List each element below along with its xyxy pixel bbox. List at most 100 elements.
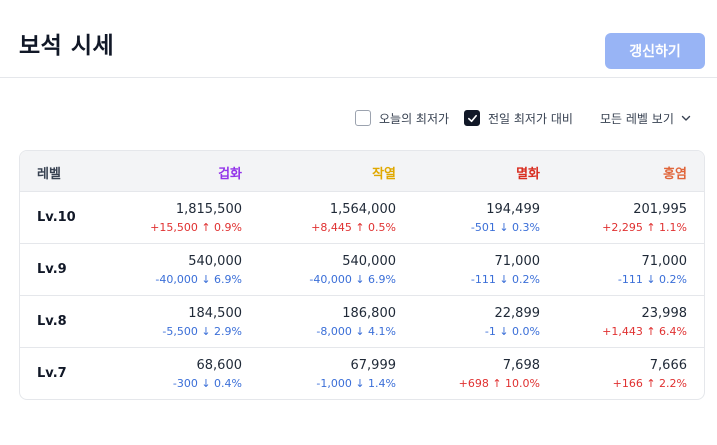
table-row: Lv.9 540,000 -40,000 ↓ 6.9% 540,000 -40,000 … (20, 244, 704, 296)
price-change: +698 ↑ 10.0% (459, 376, 540, 391)
header-level: 레벨 (37, 167, 61, 182)
today-low-label: 오늘의 최저가 (379, 111, 450, 126)
price-cell: 22,899 -1 ↓ 0.0% (485, 306, 540, 339)
arrow-down-icon: ↓ (642, 273, 660, 286)
price-value: 23,998 (641, 306, 688, 321)
price-cell: 71,000 -111 ↓ 0.2% (471, 254, 540, 287)
filter-controls: 오늘의 최저가 전일 최저가 대비 모든 레벨 보기 (0, 108, 717, 128)
price-cell: 540,000 -40,000 ↓ 6.9% (155, 254, 242, 287)
level-filter-label: 모든 레벨 보기 (600, 111, 674, 126)
arrow-down-icon: ↓ (351, 273, 369, 286)
change-percent: 6.9% (368, 273, 396, 286)
level-label: Lv.10 (37, 210, 76, 225)
change-percent: 6.9% (214, 273, 242, 286)
chevron-down-icon (681, 115, 691, 121)
change-amount: -300 (172, 377, 198, 390)
prev-low-toggle[interactable]: 전일 최저가 대비 (464, 108, 573, 128)
price-value: 1,815,500 (175, 202, 242, 217)
arrow-down-icon: ↓ (351, 325, 369, 338)
change-amount: -1 (484, 325, 496, 338)
change-percent: 1.4% (368, 377, 396, 390)
table-row: Lv.10 1,815,500 +15,500 ↑ 0.9% 1,564,000 +8,… (20, 192, 704, 244)
price-change: +15,500 ↑ 0.9% (150, 220, 242, 235)
arrow-up-icon: ↑ (642, 377, 660, 390)
price-cell: 23,998 +1,443 ↑ 6.4% (602, 306, 687, 339)
change-amount: -5,500 (162, 325, 198, 338)
change-amount: -501 (470, 221, 496, 234)
level-label: Lv.9 (37, 262, 67, 277)
change-percent: 10.0% (505, 377, 540, 390)
change-amount: -111 (470, 273, 496, 286)
change-percent: 0.3% (512, 221, 540, 234)
refresh-button[interactable]: 갱신하기 (605, 33, 705, 69)
price-change: -5,500 ↓ 2.9% (162, 324, 242, 339)
price-change: +166 ↑ 2.2% (613, 376, 687, 391)
price-cell: 540,000 -40,000 ↓ 6.9% (309, 254, 396, 287)
price-value: 71,000 (641, 254, 688, 269)
arrow-up-icon: ↑ (197, 221, 215, 234)
price-cell: 1,564,000 +8,445 ↑ 0.5% (311, 202, 396, 235)
price-value: 194,499 (486, 202, 540, 217)
change-amount: -8,000 (316, 325, 352, 338)
arrow-up-icon: ↑ (488, 377, 506, 390)
level-label: Lv.8 (37, 314, 67, 329)
arrow-up-icon: ↑ (642, 325, 660, 338)
price-change: -1,000 ↓ 1.4% (316, 376, 396, 391)
arrow-down-icon: ↓ (351, 377, 369, 390)
table-row: Lv.7 68,600 -300 ↓ 0.4% 67,999 -1,000 ↓ 1.4%… (20, 348, 704, 399)
price-value: 540,000 (188, 254, 242, 269)
arrow-down-icon: ↓ (197, 273, 215, 286)
change-amount: -1,000 (316, 377, 352, 390)
level-filter-dropdown[interactable]: 모든 레벨 보기 (600, 108, 692, 128)
price-cell: 71,000 -111 ↓ 0.2% (618, 254, 687, 287)
change-percent: 0.2% (659, 273, 687, 286)
price-value: 68,600 (196, 358, 243, 373)
price-cell: 7,666 +166 ↑ 2.2% (613, 358, 687, 391)
price-change: +1,443 ↑ 6.4% (602, 324, 687, 339)
price-cell: 201,995 +2,295 ↑ 1.1% (602, 202, 687, 235)
change-amount: +166 (612, 377, 643, 390)
change-amount: -111 (617, 273, 643, 286)
checkbox-unchecked-icon[interactable] (355, 110, 371, 126)
price-cell: 67,999 -1,000 ↓ 1.4% (316, 358, 396, 391)
table-row: Lv.8 184,500 -5,500 ↓ 2.9% 186,800 -8,000 ↓ … (20, 296, 704, 348)
level-label: Lv.7 (37, 366, 67, 381)
price-value: 1,564,000 (329, 202, 396, 217)
arrow-up-icon: ↑ (642, 221, 660, 234)
price-cell: 184,500 -5,500 ↓ 2.9% (162, 306, 242, 339)
price-value: 71,000 (494, 254, 541, 269)
price-cell: 68,600 -300 ↓ 0.4% (173, 358, 242, 391)
change-percent: 4.1% (368, 325, 396, 338)
arrow-up-icon: ↑ (351, 221, 369, 234)
change-percent: 0.5% (368, 221, 396, 234)
page-header: 보석 시세 갱신하기 (0, 0, 717, 78)
arrow-down-icon: ↓ (197, 325, 215, 338)
change-percent: 1.1% (659, 221, 687, 234)
arrow-down-icon: ↓ (495, 221, 513, 234)
price-change: +8,445 ↑ 0.5% (311, 220, 396, 235)
price-change: -111 ↓ 0.2% (618, 272, 687, 287)
price-value: 7,666 (649, 358, 687, 373)
change-percent: 0.0% (512, 325, 540, 338)
price-change: -8,000 ↓ 4.1% (316, 324, 396, 339)
change-amount: +1,443 (602, 325, 643, 338)
header-col-3: 멸화 (516, 167, 540, 182)
price-change: -40,000 ↓ 6.9% (309, 272, 396, 287)
change-percent: 0.9% (214, 221, 242, 234)
arrow-down-icon: ↓ (495, 325, 513, 338)
change-amount: -40,000 (155, 273, 198, 286)
price-change: -1 ↓ 0.0% (485, 324, 540, 339)
prev-low-label: 전일 최저가 대비 (488, 111, 573, 126)
change-amount: +698 (458, 377, 489, 390)
table-header: 레벨 겁화 작열 멸화 홍염 (20, 151, 704, 192)
price-value: 186,800 (342, 306, 396, 321)
today-low-toggle[interactable]: 오늘의 최저가 (355, 108, 449, 128)
checkbox-checked-icon[interactable] (464, 110, 480, 126)
change-percent: 2.2% (659, 377, 687, 390)
change-percent: 6.4% (659, 325, 687, 338)
price-cell: 186,800 -8,000 ↓ 4.1% (316, 306, 396, 339)
change-amount: +2,295 (602, 221, 643, 234)
page-title: 보석 시세 (19, 33, 115, 59)
price-change: +2,295 ↑ 1.1% (602, 220, 687, 235)
price-value: 201,995 (633, 202, 687, 217)
